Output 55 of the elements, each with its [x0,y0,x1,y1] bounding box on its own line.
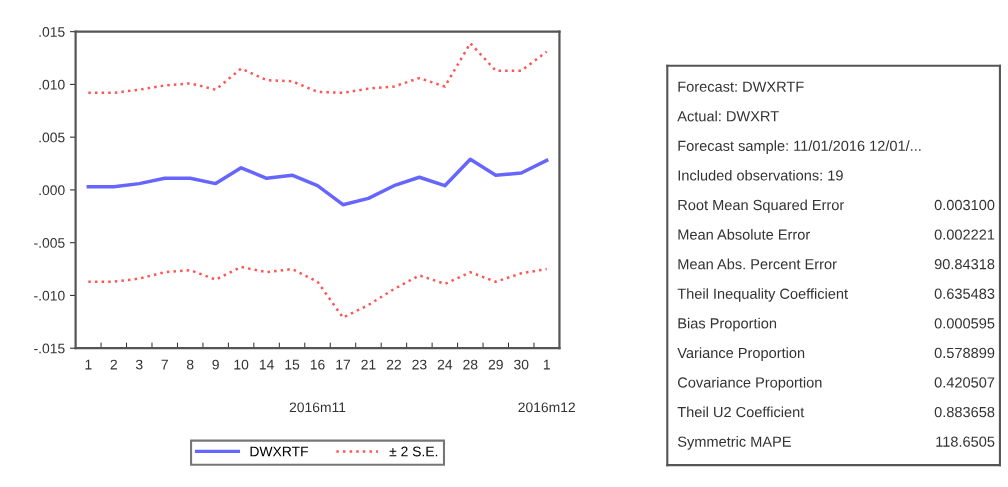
text: 0.635483 [934,288,995,299]
text: 0.000595 [934,318,995,329]
x-tick-label: 21 [361,359,376,370]
x-tick-label: 1 [543,359,550,370]
legend-label: DWXRTF [250,446,308,457]
x-tick-label: 1 [85,359,92,370]
category-label: Forecast: DWXRTF [678,81,804,92]
category-label: Actual: DWXRT [677,110,779,122]
line-series [86,157,549,207]
line-series [87,42,548,95]
category-label: Forecast sample: 11/01/2016 12/01/... [678,140,921,154]
y-tick-label: -.010 [34,290,65,301]
x-tick-label: 28 [463,359,478,370]
category-label: Variance Proportion [677,347,805,361]
text: 0.003100 [934,199,995,211]
x-tick-label: 2 [110,359,117,370]
text: 0.002221 [934,229,995,240]
x-tick-label: 9 [212,359,219,370]
x-tick-label: 29 [488,359,503,370]
category-label: Theil Inequality Coefficient [677,288,848,302]
category-label: Theil U2 Coefficient [677,406,805,418]
x-tick-label: 30 [514,359,529,370]
line-series [87,265,548,319]
y-tick-label: .000 [39,185,65,196]
x-tick-label: 22 [386,359,401,370]
x-tick-label: 17 [336,359,351,370]
category-label: Covariance Proportion [678,376,822,391]
x-tick-label: 7 [161,359,168,370]
x-tick-label: 16 [310,359,325,370]
category-label: Mean Abs. Percent Error [678,258,837,270]
text: 2016m11 [289,402,346,413]
category-label: Mean Absolute Error [678,229,810,240]
y-tick-label: -.015 [34,343,65,354]
text: 90.84318 [934,259,995,270]
text: 0.883658 [934,406,995,418]
x-tick-label: 3 [135,359,143,370]
text: 118.6505 [936,436,995,447]
text: 2016m12 [518,402,575,413]
text: 0.420507 [934,377,995,388]
y-tick-label: -.005 [34,238,65,248]
category-label: Bias Proportion [678,317,777,332]
category-label: Included observations: 19 [678,169,843,181]
y-tick-label: .015 [39,26,65,37]
x-tick-label: 8 [186,359,194,370]
category-label: Root Mean Squared Error [678,199,845,214]
x-tick-label: 15 [285,359,300,370]
text: 0.578899 [934,347,995,359]
category-label: Symmetric MAPE [677,436,791,450]
x-tick-label: 10 [234,359,249,370]
x-tick-label: 24 [437,359,453,370]
x-tick-label: 14 [259,359,274,370]
x-tick-label: 23 [412,359,427,370]
y-tick-label: .010 [39,79,65,90]
y-tick-label: .005 [39,132,65,143]
legend-label: ± 2 S.E. [389,446,438,457]
